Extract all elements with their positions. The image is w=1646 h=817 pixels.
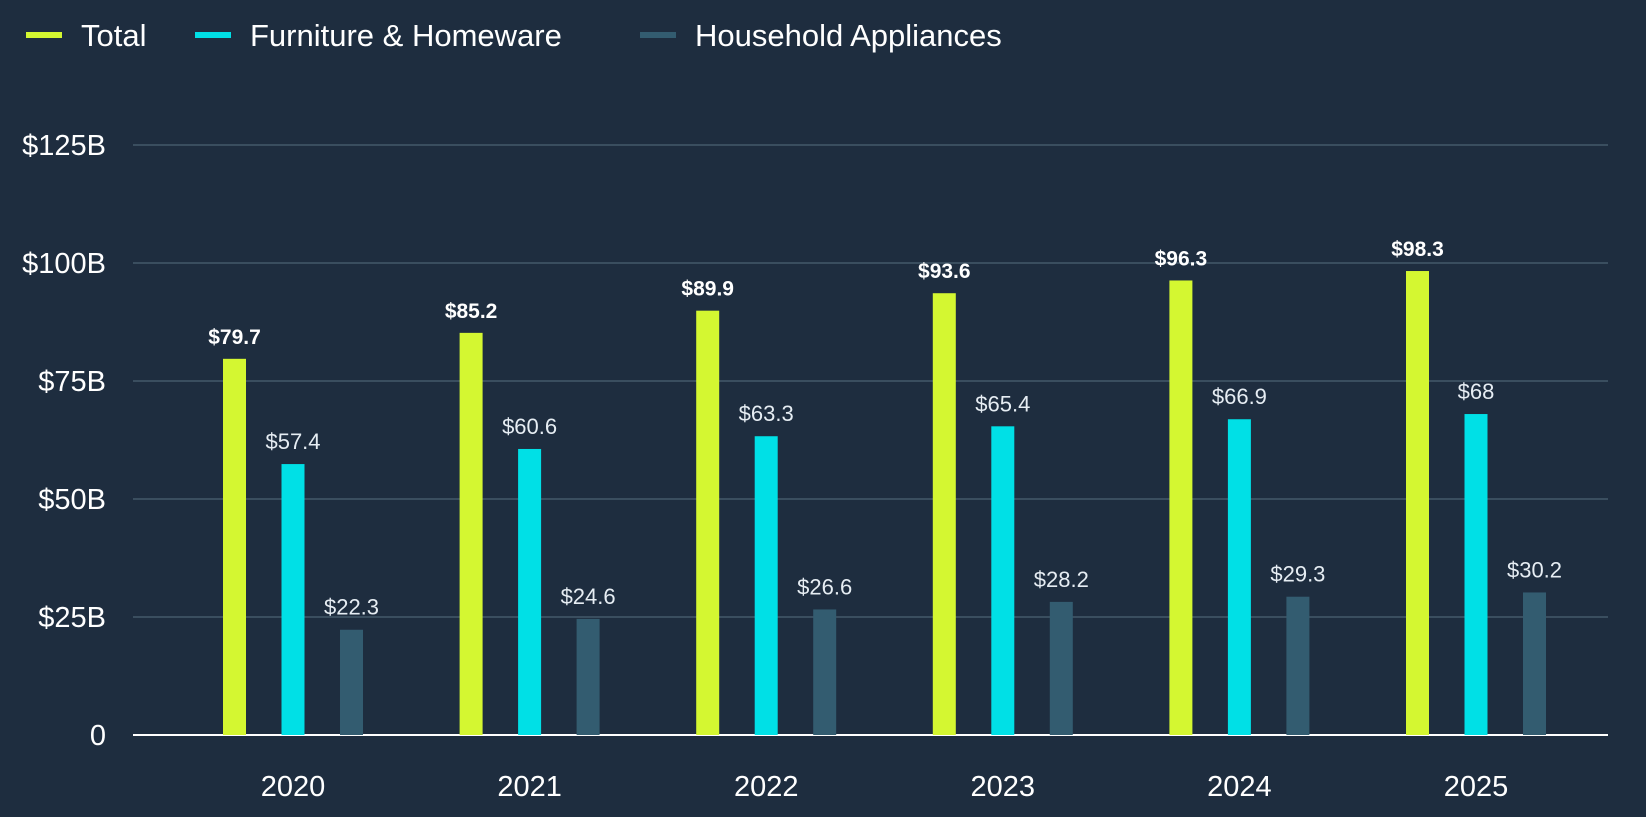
data-label: $89.9 [681, 278, 734, 301]
bar-furniture-homeware-2025 [1464, 414, 1488, 735]
y-tick-label: $100B [22, 248, 106, 280]
data-label: $65.4 [975, 391, 1030, 416]
data-label: $93.6 [918, 260, 971, 283]
data-label: $26.6 [797, 574, 852, 599]
data-label: $57.4 [265, 429, 320, 454]
y-tick-label: $75B [38, 366, 106, 398]
legend-swatch [195, 32, 231, 38]
data-label: $29.3 [1270, 562, 1325, 587]
bar-furniture-homeware-2023 [991, 426, 1015, 735]
x-tick-label: 2020 [261, 771, 326, 803]
bar-total-2020 [223, 358, 246, 735]
data-label: $60.6 [502, 414, 557, 439]
x-tick-label: 2025 [1444, 771, 1509, 803]
bar-household-appliances-2024 [1286, 596, 1310, 735]
legend: Total Furniture & Homeware Household Appli… [26, 18, 1002, 53]
legend-swatch [26, 32, 62, 38]
y-tick-label: 0 [90, 720, 106, 752]
y-tick-label: $125B [22, 130, 106, 162]
value-labels: $79.7 $57.4 $22.3 $85.2 $60.6 $24.6 $89.9 $63.3… [208, 238, 1562, 620]
legend-label: Household Appliances [695, 18, 1002, 53]
bar-household-appliances-2023 [1049, 601, 1073, 735]
bar-household-appliances-2025 [1523, 592, 1546, 735]
x-tick-label: 2024 [1207, 771, 1272, 803]
bar-furniture-homeware-2022 [754, 436, 778, 735]
data-label: $98.3 [1391, 238, 1444, 261]
gridlines [133, 144, 1608, 736]
data-label: $66.9 [1212, 384, 1267, 409]
bar-total-2023 [932, 293, 956, 735]
data-label: $22.3 [324, 595, 379, 620]
x-tick-label: 2021 [497, 771, 562, 803]
legend-swatch [640, 32, 676, 38]
data-label: $79.7 [208, 326, 261, 349]
legend-label: Furniture & Homeware [250, 18, 562, 53]
data-label: $24.6 [561, 584, 616, 609]
x-tick-label: 2022 [734, 771, 799, 803]
bar-household-appliances-2021 [576, 618, 600, 735]
data-label: $96.3 [1155, 247, 1208, 270]
bar-furniture-homeware-2020 [281, 464, 305, 735]
data-label: $28.2 [1034, 567, 1089, 592]
bar-total-2022 [696, 310, 720, 735]
y-tick-label: $25B [38, 602, 106, 634]
bar-total-2024 [1169, 280, 1193, 735]
y-axis-ticks: 0 $25B $50B $75B $100B $125B [22, 130, 106, 752]
bar-furniture-homeware-2024 [1227, 419, 1251, 735]
data-label: $68 [1458, 379, 1495, 404]
bar-total-2025 [1406, 271, 1429, 735]
bars [223, 271, 1546, 735]
x-tick-label: 2023 [971, 771, 1036, 803]
bar-household-appliances-2020 [340, 629, 363, 735]
bar-household-appliances-2022 [813, 609, 837, 735]
bar-total-2021 [459, 332, 483, 735]
data-label: $85.2 [445, 300, 498, 323]
x-axis-ticks: 2020 2021 2022 2023 2024 2025 [261, 771, 1509, 803]
y-tick-label: $50B [38, 484, 106, 516]
legend-label: Total [81, 18, 146, 53]
bar-furniture-homeware-2021 [518, 448, 542, 735]
data-label: $30.2 [1507, 557, 1562, 582]
data-label: $63.3 [739, 401, 794, 426]
